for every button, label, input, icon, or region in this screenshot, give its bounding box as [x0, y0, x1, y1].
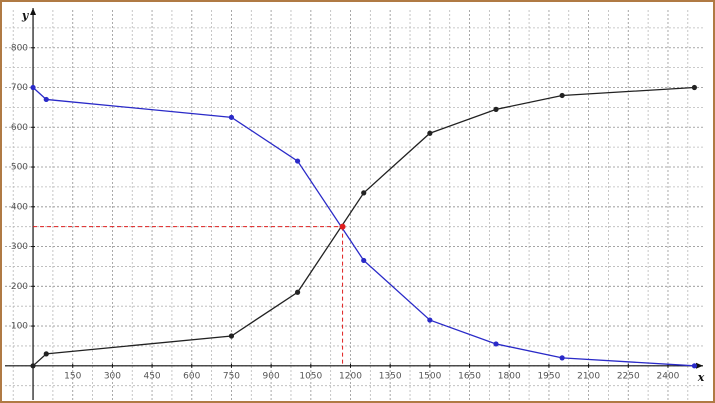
x-tick-label: 1350: [379, 371, 402, 381]
data-point: [493, 106, 499, 112]
x-tick-label: 2250: [617, 371, 640, 381]
x-tick-label: 900: [263, 371, 280, 381]
y-axis-label: y: [21, 9, 30, 22]
marks: [30, 84, 698, 369]
data-point: [691, 84, 698, 91]
x-axis-label: x: [697, 371, 705, 384]
x-tick-label: 1950: [537, 371, 560, 381]
data-point: [691, 363, 698, 369]
y-tick-label: 100: [11, 322, 28, 332]
highlight-point: [339, 223, 346, 230]
data-point: [43, 351, 49, 357]
axes: x y 150 300 450 600 750 900 1050 1200 1350 1500 1650…: [5, 8, 705, 400]
x-tick-label: 300: [104, 371, 121, 381]
data-point: [559, 355, 565, 361]
y-tick-label: 300: [11, 242, 28, 252]
x-tick-label: 1050: [299, 371, 322, 381]
x-tick-label: 1650: [458, 371, 481, 381]
x-tick-label: 750: [223, 371, 240, 381]
data-point: [427, 130, 433, 136]
data-point: [361, 257, 367, 264]
x-axis-arrow: [696, 362, 703, 369]
x-tick-label: 1500: [418, 371, 441, 381]
data-point: [361, 190, 367, 196]
data-point: [228, 114, 235, 120]
x-tick-label: 1200: [339, 371, 362, 381]
x-tick-label: 1800: [498, 371, 521, 381]
y-tick-label: 800: [11, 43, 28, 53]
data-point: [294, 289, 301, 295]
data-point: [228, 333, 235, 339]
data-point: [493, 341, 499, 347]
data-point: [30, 363, 36, 369]
x-tick-label: 2400: [657, 371, 680, 381]
y-tick-label: 200: [11, 282, 28, 292]
data-point: [30, 84, 36, 91]
y-tick-label: 400: [11, 202, 28, 212]
data-point: [559, 92, 565, 99]
y-tick-label: 500: [11, 163, 28, 173]
x-tick-label: 2100: [577, 371, 600, 381]
y-axis-arrow: [30, 8, 37, 15]
x-tick-label: 600: [183, 371, 200, 381]
data-point: [43, 96, 49, 103]
y-tick-label: 600: [11, 123, 28, 133]
x-tick-label: 150: [64, 371, 81, 381]
data-point: [294, 158, 301, 164]
y-tick-label: 700: [11, 83, 28, 93]
x-tick-label: 450: [143, 371, 160, 381]
data-point: [427, 317, 433, 323]
